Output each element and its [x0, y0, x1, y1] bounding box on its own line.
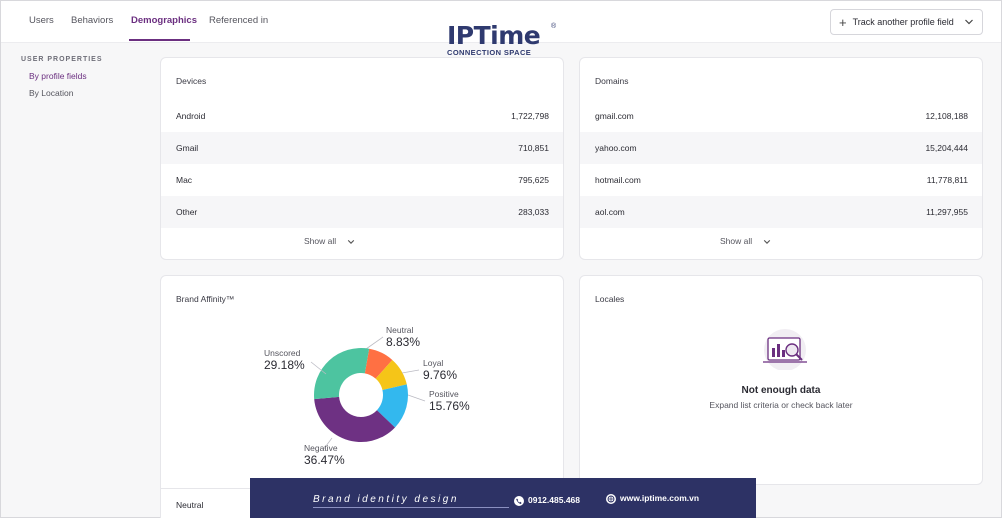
leader-line: [365, 336, 384, 350]
devices-title: Devices: [176, 76, 207, 86]
domains-show-all-button[interactable]: Show all: [720, 236, 771, 246]
row-value: 710,851: [518, 143, 549, 153]
slice-label-neutral: Neutral: [386, 325, 414, 335]
locales-card: Locales Not enough data Expand list crit…: [579, 275, 983, 485]
table-row: hotmail.com 11,778,811: [580, 164, 982, 196]
leader-line: [322, 437, 333, 451]
tab-behaviors[interactable]: Behaviors: [71, 15, 114, 26]
slice-value-positive: 15.76%: [429, 399, 470, 413]
slice-value-negative: 36.47%: [304, 453, 345, 467]
chevron-down-icon: [763, 239, 770, 244]
banner-phone-text: 0912.485.468: [528, 495, 580, 505]
donut-slice-negative: [314, 396, 396, 442]
donut-slice-unscored: [314, 348, 370, 400]
track-profile-field-label: Track another profile field: [852, 17, 954, 27]
slice-label-unscored: Unscored: [264, 348, 301, 358]
devices-card: Devices Android 1,722,798 Gmail 710,851 …: [160, 57, 564, 260]
banner-tagline: Brand identity design: [313, 494, 459, 505]
slice-label-loyal: Loyal: [423, 358, 443, 368]
empty-data-illustration-icon: [763, 329, 807, 370]
banner-website: www.iptime.com.vn: [606, 493, 699, 504]
tab-demographics[interactable]: Demographics: [131, 15, 197, 26]
sidebar-item-by-location[interactable]: By Location: [29, 88, 74, 98]
leader-line: [407, 394, 426, 402]
row-value: 15,204,444: [925, 143, 968, 153]
locales-title: Locales: [595, 294, 625, 304]
table-row: Mac 795,625: [161, 164, 563, 196]
chevron-down-icon: [347, 239, 354, 244]
domains-title: Domains: [595, 76, 629, 86]
slice-value-unscored: 29.18%: [264, 358, 305, 372]
row-value: 1,722,798: [511, 111, 549, 121]
sidebar-title: USER PROPERTIES: [21, 56, 103, 63]
chevron-down-icon: [965, 19, 973, 25]
row-label: Other: [176, 207, 198, 217]
domains-card: Domains gmail.com 12,108,188 yahoo.com 1…: [579, 57, 983, 260]
logo-registered-mark: ®: [551, 23, 557, 30]
table-row: Gmail 710,851: [161, 132, 563, 164]
slice-label-positive: Positive: [429, 389, 459, 399]
empty-state-title: Not enough data: [741, 385, 821, 396]
banner-phone: 0912.485.468: [514, 495, 580, 506]
phone-icon: [514, 495, 524, 506]
sidebar-item-by-profile-fields[interactable]: By profile fields: [29, 71, 87, 81]
iptime-logo: IPTime ® CONNECTION SPACE: [447, 23, 559, 63]
top-bar: Users Behaviors Demographics Referenced …: [1, 1, 1001, 43]
leader-line: [401, 369, 420, 374]
slice-value-loyal: 9.76%: [423, 368, 457, 382]
slice-value-neutral: 8.83%: [386, 335, 420, 349]
logo-subtitle: CONNECTION SPACE: [447, 48, 532, 57]
donut-slice-positive: [376, 384, 408, 428]
tab-users[interactable]: Users: [29, 15, 54, 26]
table-row: yahoo.com 15,204,444: [580, 132, 982, 164]
show-all-label: Show all: [304, 236, 337, 246]
banner-underline: [313, 507, 509, 508]
brand-affinity-row-label: Neutral: [176, 500, 204, 510]
donut-slice-loyal: [375, 359, 407, 391]
track-profile-field-button[interactable]: + Track another profile field: [830, 9, 983, 35]
brand-banner: Brand identity design 0912.485.468 www.i…: [250, 478, 756, 518]
slice-label-negative: Negative: [304, 443, 338, 453]
row-value: 11,778,811: [926, 175, 968, 185]
table-row: Other 283,033: [161, 196, 563, 228]
table-row: gmail.com 12,108,188: [580, 100, 982, 132]
row-value: 12,108,188: [925, 111, 968, 121]
logo-text: IPTime: [447, 21, 541, 50]
active-tab-indicator: [129, 39, 190, 41]
plus-icon: +: [839, 14, 847, 30]
row-label: Android: [176, 111, 206, 121]
donut-slice-neutral: [364, 348, 393, 379]
row-label: Gmail: [176, 143, 199, 153]
row-label: gmail.com: [595, 111, 634, 121]
tab-referenced-in[interactable]: Referenced in: [209, 15, 269, 26]
devices-show-all-button[interactable]: Show all: [304, 236, 355, 246]
row-value: 795,625: [518, 175, 549, 185]
row-label: hotmail.com: [595, 175, 641, 185]
table-row: aol.com 11,297,955: [580, 196, 982, 228]
brand-affinity-title: Brand Affinity™: [176, 294, 235, 304]
row-value: 11,297,955: [926, 207, 968, 217]
leader-line: [310, 361, 327, 375]
row-value: 283,033: [518, 207, 549, 217]
show-all-label: Show all: [720, 236, 753, 246]
row-label: Mac: [176, 175, 193, 185]
banner-website-text: www.iptime.com.vn: [620, 493, 700, 503]
globe-icon: [606, 493, 616, 504]
row-label: yahoo.com: [595, 143, 637, 153]
row-label: aol.com: [595, 207, 625, 217]
table-row: Android 1,722,798: [161, 100, 563, 132]
empty-state-subtitle: Expand list criteria or check back later: [709, 400, 853, 410]
